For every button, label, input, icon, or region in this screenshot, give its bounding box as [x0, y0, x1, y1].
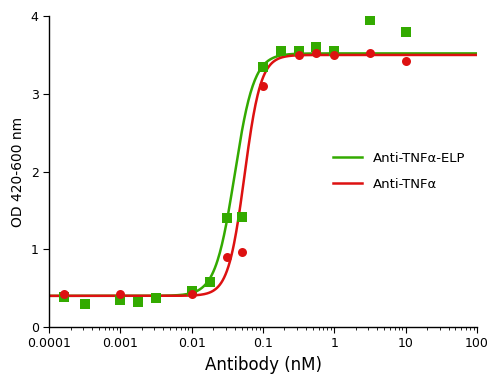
Point [294, 48, 302, 54]
Point [206, 279, 214, 285]
Point [224, 215, 232, 221]
Point [81, 301, 89, 307]
Point [402, 28, 409, 35]
Point [60, 294, 68, 300]
Point [312, 50, 320, 57]
Point [238, 214, 246, 220]
Point [277, 48, 285, 54]
Point [134, 299, 142, 305]
Point [402, 58, 409, 64]
Point [238, 248, 246, 254]
Point [188, 290, 196, 296]
Point [330, 48, 338, 54]
X-axis label: Antibody (nM): Antibody (nM) [204, 356, 322, 374]
Point [330, 52, 338, 58]
Point [224, 254, 232, 260]
Point [366, 50, 374, 57]
Y-axis label: OD 420-600 nm: OD 420-600 nm [11, 116, 25, 227]
Legend: Anti-TNFα-ELP, Anti-TNFα: Anti-TNFα-ELP, Anti-TNFα [328, 147, 470, 196]
Point [116, 296, 124, 303]
Point [60, 291, 68, 297]
Point [312, 44, 320, 50]
Point [366, 17, 374, 23]
Point [259, 83, 267, 89]
Point [259, 64, 267, 70]
Point [152, 295, 160, 301]
Point [294, 52, 302, 58]
Point [116, 290, 124, 296]
Point [188, 288, 196, 294]
